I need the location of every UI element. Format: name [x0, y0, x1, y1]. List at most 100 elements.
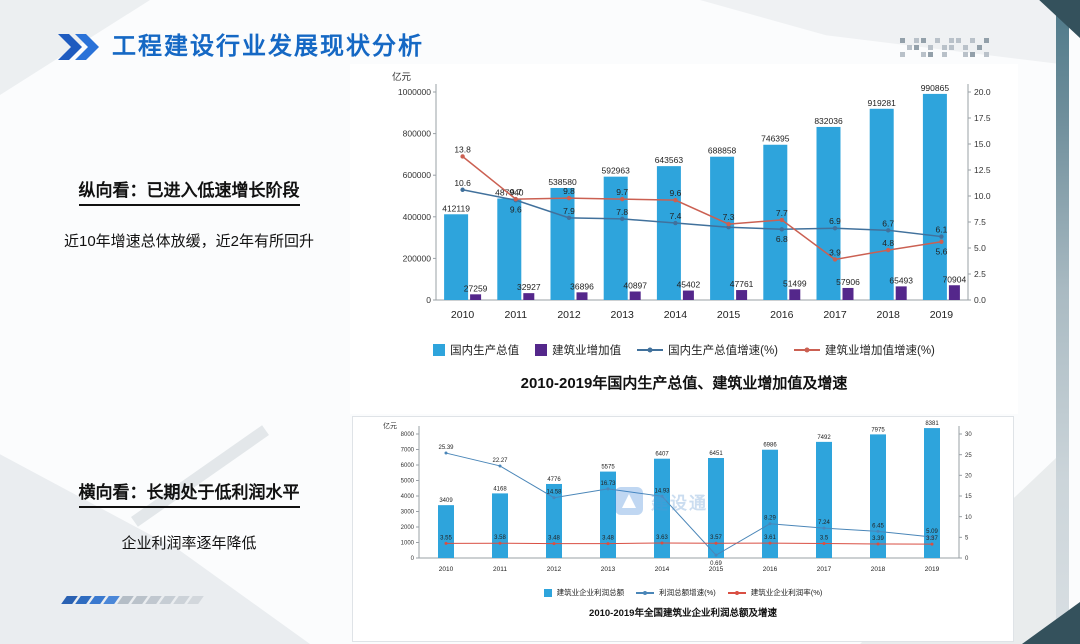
line-point — [620, 216, 625, 222]
secondary-axis-tick-label: 30 — [965, 432, 972, 438]
line-value-label: 9.7 — [510, 187, 522, 197]
line-point — [552, 496, 556, 500]
legend-item: 建筑业增加值增速(%) — [794, 342, 935, 358]
line-point — [552, 542, 556, 546]
mosaic-cell — [900, 38, 905, 43]
mosaic-cell — [949, 38, 954, 43]
x-axis-tick-label: 2010 — [439, 566, 454, 573]
bar-value-label: 47761 — [730, 279, 754, 289]
bar-value-label: 688858 — [708, 146, 737, 156]
legend-line-swatch — [636, 590, 655, 595]
x-axis-tick-label: 2013 — [601, 566, 616, 573]
bar-value-label: 643563 — [655, 155, 684, 165]
y-axis-tick-label: 6000 — [401, 463, 415, 469]
secondary-axis-tick-label: 10 — [965, 515, 972, 521]
line-point — [876, 529, 880, 533]
line-value-label: 7.24 — [818, 520, 830, 526]
gdp-chart-canvas: 0 200000 400000 600000 800000 1000000 0.0 2.5 5.… — [398, 83, 991, 321]
mosaic-cell — [942, 52, 947, 57]
bar — [762, 449, 778, 558]
x-axis-tick-label: 2016 — [763, 566, 778, 573]
bar-value-label: 6407 — [655, 452, 669, 458]
mosaic-cell — [963, 38, 968, 43]
y-axis-tick-label: 200000 — [403, 253, 432, 263]
line-value-label: 10.6 — [454, 178, 471, 188]
secondary-axis-tick-label: 5 — [965, 535, 969, 541]
secondary-axis-tick-label: 0.0 — [974, 295, 986, 305]
bar — [576, 292, 588, 300]
axis-unit-label: 亿元 — [383, 423, 397, 430]
mosaic-cell — [956, 52, 961, 57]
line-value-label: 16.73 — [600, 481, 616, 487]
bar — [438, 505, 454, 558]
bar — [497, 198, 522, 300]
secondary-axis-tick-label: 15.0 — [974, 139, 991, 149]
watermark-text: 建设通 — [651, 493, 708, 513]
x-axis-tick-label: 2011 — [505, 309, 528, 321]
line-value-label: 14.93 — [654, 488, 670, 494]
y-axis-tick-label: 8000 — [401, 432, 415, 438]
bar — [600, 471, 616, 558]
bar — [842, 287, 854, 300]
bar-value-label: 32927 — [517, 282, 541, 292]
line-point — [822, 542, 826, 546]
bar — [523, 293, 535, 300]
axis-unit-label: 亿元 — [392, 72, 412, 83]
line-value-label: 14.58 — [546, 490, 562, 496]
bar — [629, 291, 641, 300]
x-axis-tick-label: 2015 — [717, 309, 741, 321]
legend-label: 建筑业企业利润总额 — [556, 588, 625, 597]
x-axis-tick-label: 2016 — [770, 309, 794, 321]
line-point — [714, 541, 718, 545]
mosaic-cell — [977, 52, 982, 57]
legend-item: 建筑业企业利润总额 — [543, 587, 625, 598]
gdp-construction-chart-card: 亿元 0 200000 400000 600000 800000 1000000 0.0 2.… — [350, 64, 1018, 414]
bar — [492, 493, 508, 558]
secondary-axis-tick-label: 25 — [965, 453, 972, 459]
line-value-label: 3.5 — [820, 536, 829, 542]
mosaic-cell — [914, 38, 919, 43]
bar-value-label: 6451 — [709, 451, 723, 457]
line-point — [832, 257, 838, 262]
bar-value-label: 8381 — [925, 421, 939, 427]
line-value-label: 9.7 — [616, 187, 628, 197]
line-point — [498, 541, 502, 545]
chart-legend: 建筑业企业利润总额 利润总额增速(%) 建筑业企业利润率(%) — [353, 587, 1013, 598]
secondary-axis-tick-label: 20 — [965, 473, 972, 479]
line-point — [726, 221, 731, 227]
line-value-label: 0.69 — [710, 561, 722, 567]
line-value-label: 3.39 — [872, 536, 884, 542]
legend-item: 建筑业增加值 — [535, 342, 621, 358]
line-value-label: 9.6 — [510, 205, 522, 215]
chart-title: 2010-2019年全国建筑业企业利润总额及增速 — [589, 608, 777, 619]
line-value-label: 7.7 — [776, 208, 788, 218]
bar — [546, 483, 562, 558]
bg-band-top-right — [700, 0, 1060, 64]
x-axis-tick-label: 2014 — [655, 566, 670, 573]
line-point — [832, 226, 838, 231]
note-heading: 纵向看：已进入低速增长阶段 — [78, 176, 300, 206]
mosaic-cell — [977, 45, 982, 50]
legend-label: 建筑业企业利润率(%) — [750, 588, 823, 597]
line-value-label: 3.57 — [710, 535, 722, 541]
mosaic-cell — [942, 38, 947, 43]
bar — [708, 458, 724, 558]
bar — [816, 441, 832, 558]
x-axis-tick-label: 2014 — [664, 309, 688, 321]
note-heading: 横向看：长期处于低利润水平 — [78, 478, 300, 508]
secondary-axis-tick-label: 2.5 — [974, 269, 986, 279]
line-value-label: 3.48 — [548, 536, 560, 542]
mosaic-cell — [921, 45, 926, 50]
line-point — [673, 220, 678, 226]
legend-line-dot — [643, 590, 648, 595]
y-axis-tick-label: 800000 — [403, 129, 432, 139]
line-value-label: 3.63 — [656, 535, 668, 541]
line-value-label: 3.55 — [440, 535, 452, 541]
legend-line-dot — [647, 347, 653, 353]
x-axis-tick-label: 2018 — [877, 309, 901, 321]
line-point — [886, 228, 891, 233]
note-body: 近10年增速总体放缓，近2年有所回升 — [63, 233, 315, 250]
legend-bar-swatch — [535, 344, 548, 356]
legend-line-dot — [804, 347, 810, 353]
bar — [789, 289, 801, 300]
